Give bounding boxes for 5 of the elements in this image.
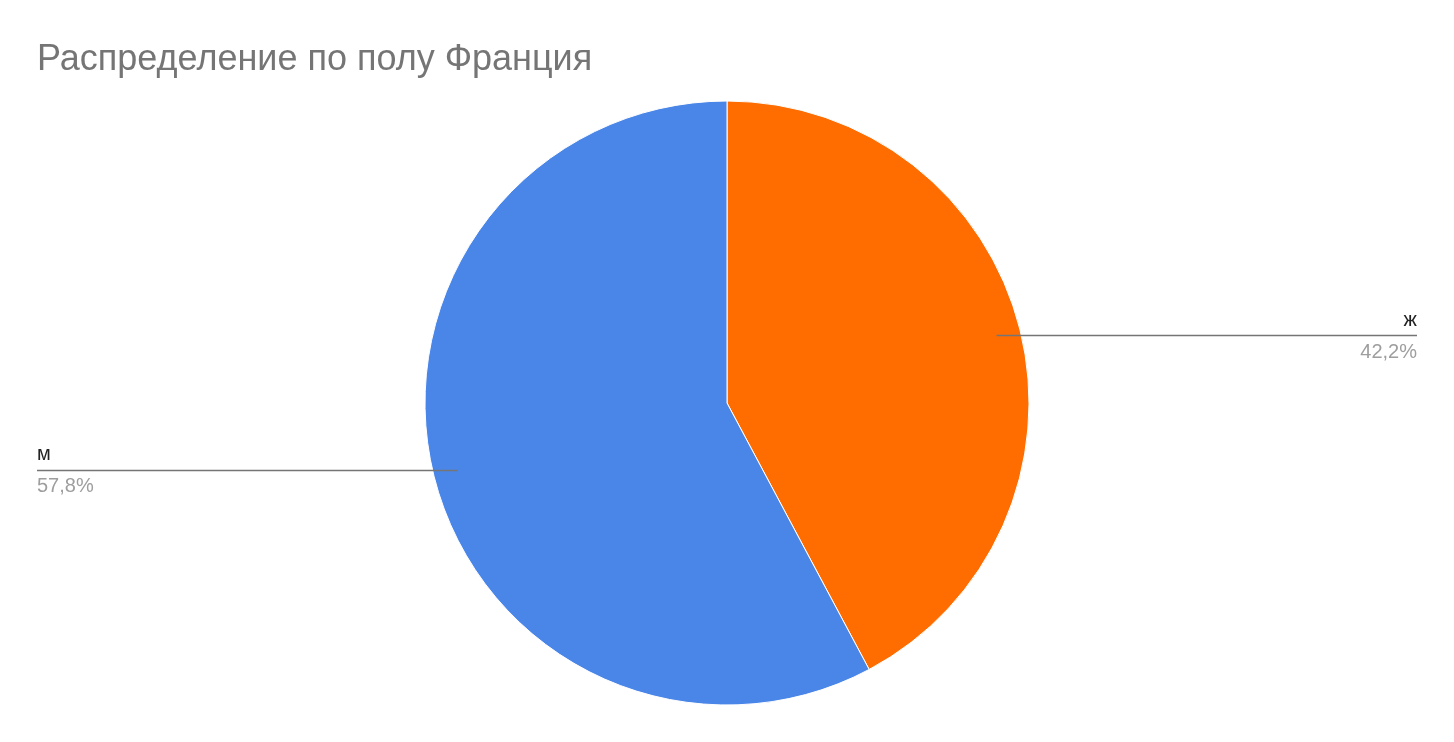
data-label: 57,8% xyxy=(37,474,94,497)
chart-title: Распределение по полу Франция xyxy=(37,37,593,78)
data-label: 42,2% xyxy=(1360,339,1418,362)
slice-label: ж xyxy=(1403,307,1418,330)
slice-label: м xyxy=(37,442,51,465)
